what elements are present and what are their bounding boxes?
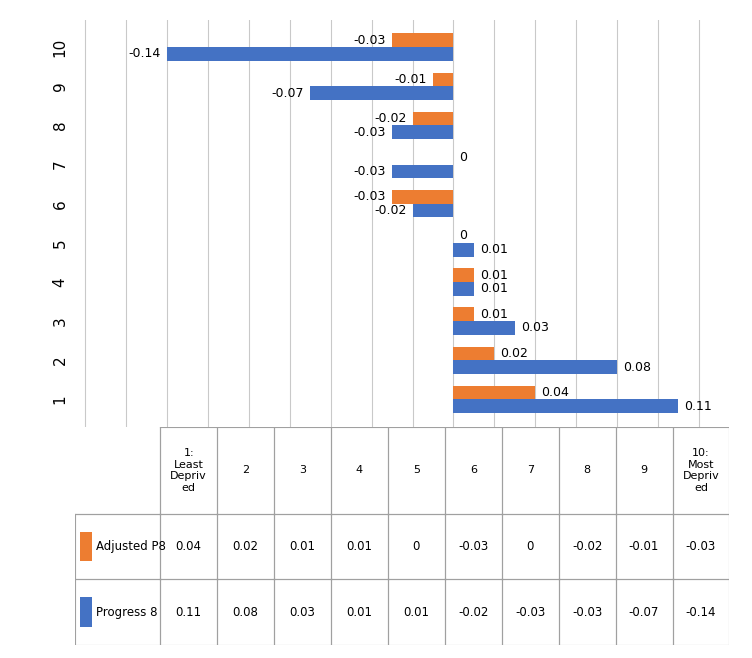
Bar (453, 307, 474, 321)
Text: 0.01: 0.01 (480, 268, 508, 282)
Text: -0.02: -0.02 (374, 112, 406, 125)
Text: 0.01: 0.01 (347, 605, 372, 619)
Text: 0.02: 0.02 (501, 347, 529, 360)
Bar (433, 72, 453, 86)
Text: 8: 8 (584, 465, 591, 475)
Text: 0.04: 0.04 (176, 540, 202, 553)
Text: 3: 3 (299, 465, 306, 475)
Text: 10:
Most
Depriv
ed: 10: Most Depriv ed (683, 448, 720, 493)
Text: 0.11: 0.11 (684, 399, 712, 413)
Text: 0.01: 0.01 (480, 308, 508, 320)
Text: 0: 0 (459, 151, 468, 164)
Text: -0.03: -0.03 (353, 126, 386, 139)
Bar (80, 532, 92, 561)
Bar (413, 204, 453, 217)
Text: -0.01: -0.01 (395, 73, 427, 86)
Text: 0.08: 0.08 (232, 605, 259, 619)
Text: 0.08: 0.08 (623, 361, 651, 374)
Bar (453, 282, 474, 295)
Text: 0.01: 0.01 (480, 243, 508, 256)
Text: -0.02: -0.02 (572, 540, 602, 553)
Text: 0: 0 (526, 540, 534, 553)
Text: -0.03: -0.03 (458, 540, 489, 553)
Bar (453, 399, 678, 413)
Bar (80, 597, 92, 627)
Bar (392, 34, 453, 47)
Text: Adjusted P8: Adjusted P8 (96, 540, 166, 553)
Text: 0.01: 0.01 (290, 540, 316, 553)
Text: -0.07: -0.07 (629, 605, 660, 619)
Text: 4: 4 (356, 465, 363, 475)
Bar (453, 268, 474, 282)
Text: -0.03: -0.03 (515, 605, 545, 619)
Bar (392, 164, 453, 178)
Bar (453, 386, 535, 399)
Text: -0.03: -0.03 (686, 540, 716, 553)
Text: -0.02: -0.02 (374, 204, 406, 217)
Text: 0.01: 0.01 (403, 605, 429, 619)
Text: -0.03: -0.03 (572, 605, 602, 619)
Text: 0.02: 0.02 (232, 540, 259, 553)
Bar (453, 360, 617, 374)
Text: 0.01: 0.01 (347, 540, 372, 553)
Text: 2: 2 (242, 465, 249, 475)
Bar (392, 126, 453, 139)
Text: 9: 9 (641, 465, 647, 475)
Text: 0.04: 0.04 (541, 386, 569, 399)
Bar (453, 243, 474, 257)
Text: 0: 0 (413, 540, 420, 553)
Text: 0.11: 0.11 (176, 605, 202, 619)
Bar (311, 86, 453, 100)
Bar (413, 112, 453, 126)
Text: 6: 6 (470, 465, 477, 475)
Text: -0.14: -0.14 (686, 605, 716, 619)
Text: 0.03: 0.03 (521, 322, 549, 334)
Text: 5: 5 (413, 465, 420, 475)
Text: 1:
Least
Depriv
ed: 1: Least Depriv ed (171, 448, 207, 493)
Text: -0.03: -0.03 (353, 165, 386, 178)
Text: -0.03: -0.03 (353, 190, 386, 203)
Text: Progress 8: Progress 8 (96, 605, 158, 619)
Bar (453, 321, 515, 335)
Bar (453, 347, 494, 360)
Text: -0.07: -0.07 (271, 87, 304, 99)
Text: -0.14: -0.14 (129, 47, 161, 61)
Bar (392, 190, 453, 204)
Text: -0.01: -0.01 (629, 540, 660, 553)
Text: 0.01: 0.01 (480, 282, 508, 295)
Text: -0.03: -0.03 (353, 34, 386, 47)
Text: 0: 0 (459, 230, 468, 243)
Bar (167, 47, 453, 61)
Text: -0.02: -0.02 (458, 605, 489, 619)
Text: 0.03: 0.03 (290, 605, 316, 619)
Text: 7: 7 (526, 465, 534, 475)
